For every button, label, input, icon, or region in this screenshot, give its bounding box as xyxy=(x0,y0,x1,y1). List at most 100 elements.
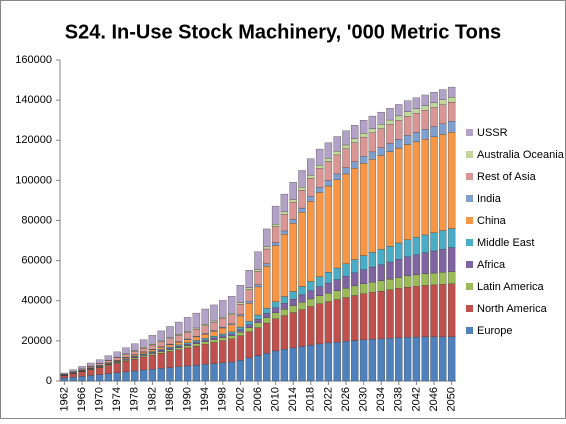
x-tick-label: 1994 xyxy=(199,387,211,411)
bar-segment xyxy=(184,348,191,366)
bar-segment xyxy=(378,265,385,281)
bar-segment xyxy=(281,316,288,350)
bar-segment xyxy=(413,109,420,114)
bar-segment xyxy=(263,353,270,381)
bar-segment xyxy=(184,344,191,346)
bar-segment xyxy=(342,288,349,297)
bar-segment xyxy=(237,303,244,305)
bar-segment xyxy=(298,170,305,187)
bar-segment xyxy=(263,313,270,317)
x-tick-label: 1986 xyxy=(164,387,176,411)
bar-segment xyxy=(342,298,349,342)
bar-segment xyxy=(166,339,173,344)
bar-segment xyxy=(395,120,402,139)
bar-segment xyxy=(166,350,173,352)
bar-segment xyxy=(334,280,341,291)
bar-segment xyxy=(96,364,103,366)
bar-segment xyxy=(158,349,165,350)
bar-segment xyxy=(351,340,358,381)
bar-segment xyxy=(334,151,341,155)
bar-segment xyxy=(105,366,112,374)
bar-segment xyxy=(360,156,367,163)
bar-segment xyxy=(193,344,200,346)
bar-segment xyxy=(307,178,314,196)
legend-swatch xyxy=(466,305,473,312)
bar-segment xyxy=(210,364,217,381)
bar-segment xyxy=(219,317,226,318)
x-tick-label: 2026 xyxy=(340,387,352,411)
bar-segment xyxy=(149,352,156,353)
bar-segment xyxy=(263,264,270,267)
bar-segment xyxy=(281,349,288,381)
bar-segment xyxy=(175,342,182,345)
bar-segment xyxy=(184,317,191,331)
bar-segment xyxy=(105,374,112,381)
bar-segment xyxy=(263,323,270,353)
bar-segment xyxy=(166,326,173,337)
bar-segment xyxy=(378,148,385,156)
bar-segment xyxy=(430,108,437,127)
bar-segment xyxy=(175,350,182,367)
bar-segment xyxy=(307,291,314,299)
bar-segment xyxy=(298,287,305,295)
bar-segment xyxy=(228,324,235,325)
bar-segment xyxy=(281,309,288,315)
legend-swatch xyxy=(466,151,473,158)
bar-segment xyxy=(290,223,297,291)
bar-segment xyxy=(193,313,200,328)
bar-segment xyxy=(307,281,314,290)
bar-segment xyxy=(413,275,420,286)
bar-segment xyxy=(96,368,103,375)
bar-segment xyxy=(439,90,446,100)
x-tick-label: 2046 xyxy=(428,387,440,411)
bar-segment xyxy=(325,302,332,343)
bar-segment xyxy=(369,116,376,129)
x-tick-label: 2038 xyxy=(393,387,405,411)
legend-label: Australia Oceania xyxy=(477,149,565,161)
bar-segment xyxy=(290,219,297,223)
bar-segment xyxy=(114,358,121,360)
bar-segment xyxy=(166,368,173,381)
bar-segment xyxy=(439,134,446,230)
legend-label: India xyxy=(477,193,502,205)
bar-segment xyxy=(395,104,402,115)
bar-segment xyxy=(140,355,147,356)
x-tick-label: 2010 xyxy=(270,387,282,411)
bar-segment xyxy=(228,315,235,324)
bar-segment xyxy=(430,285,437,337)
bar-segment xyxy=(175,336,182,342)
bar-segment xyxy=(166,348,173,349)
bar-segment xyxy=(325,181,332,186)
bar-segment xyxy=(351,168,358,259)
bar-segment xyxy=(386,262,393,279)
legend-swatch xyxy=(466,283,473,290)
bar-segment xyxy=(422,337,429,381)
x-tick-label: 1966 xyxy=(76,387,88,411)
bar-segment xyxy=(430,127,437,137)
legend-label: Rest of Asia xyxy=(477,171,537,183)
bar-segment xyxy=(298,346,305,381)
bar-segment xyxy=(246,303,253,321)
bar-segment xyxy=(122,358,129,359)
bar-segment xyxy=(202,338,209,340)
bar-segment xyxy=(439,249,446,272)
bar-segment xyxy=(430,337,437,381)
bar-segment xyxy=(298,302,305,309)
bar-segment xyxy=(360,294,367,340)
legend-label: Africa xyxy=(477,259,506,271)
bar-segment xyxy=(351,260,358,273)
bar-segment xyxy=(334,268,341,280)
y-tick-label: 80000 xyxy=(21,214,52,226)
bar-segment xyxy=(78,376,85,381)
bar-segment xyxy=(228,332,235,334)
bar-segment xyxy=(378,155,385,249)
bar-segment xyxy=(369,282,376,292)
bar-segment xyxy=(263,308,270,313)
bar-segment xyxy=(334,180,341,268)
bar-segment xyxy=(395,139,402,148)
bar-segment xyxy=(140,348,147,352)
bar-segment xyxy=(237,330,244,332)
bar-segment xyxy=(290,292,297,300)
bar-segment xyxy=(272,319,279,351)
legend-swatch xyxy=(466,173,473,180)
